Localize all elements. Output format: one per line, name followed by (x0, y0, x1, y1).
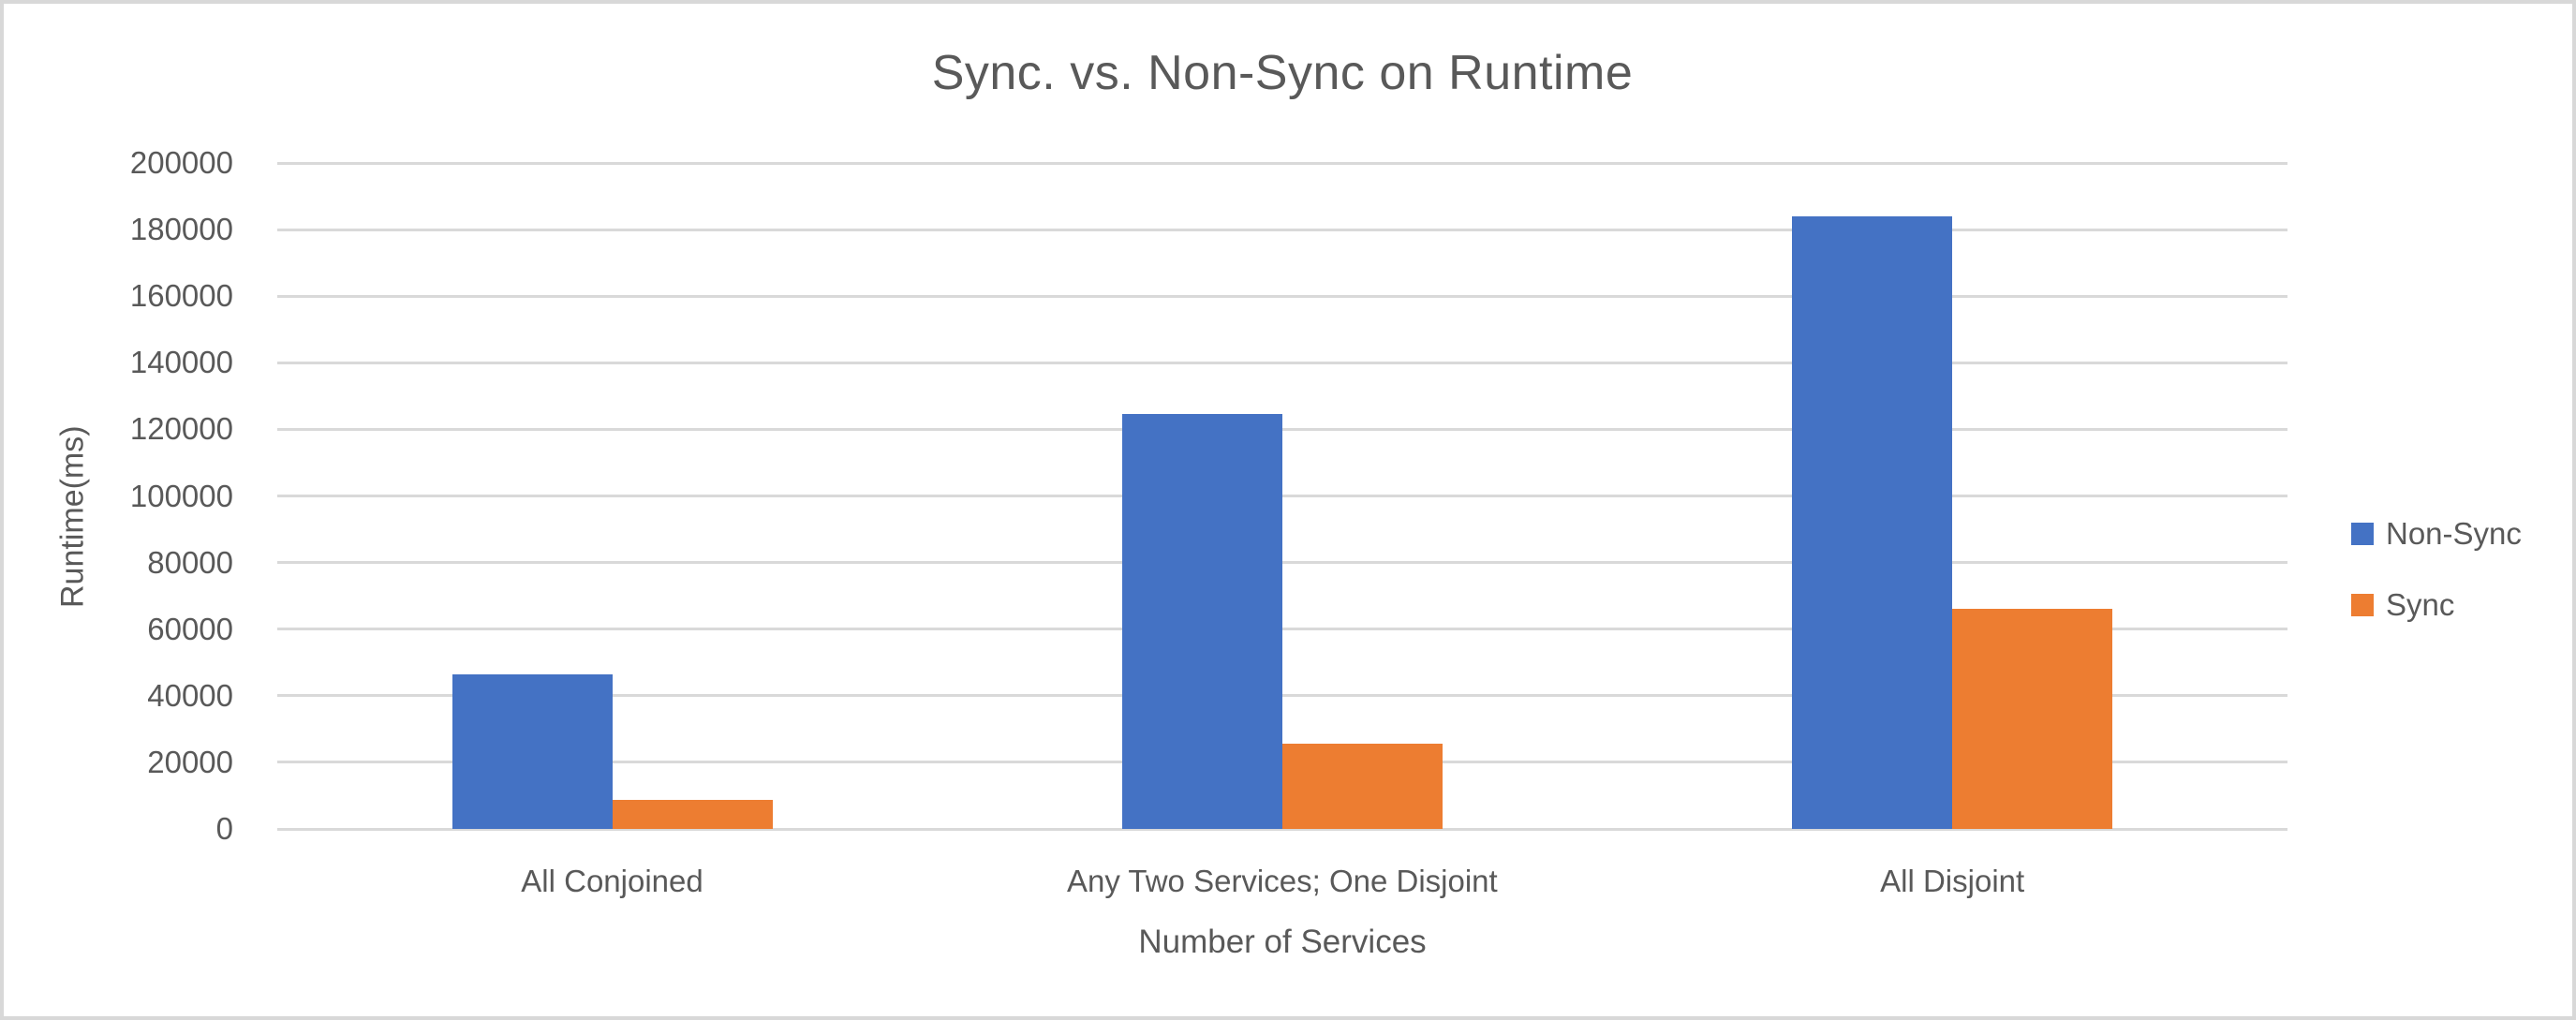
legend-label: Sync (2386, 587, 2455, 622)
y-tick-label: 160000 (129, 278, 233, 314)
y-axis-title-text: Runtime(ms) (54, 425, 91, 608)
gridline (277, 294, 2287, 298)
y-tick-label: 200000 (129, 145, 233, 180)
legend-item-non-sync: Non-Sync (2351, 511, 2522, 556)
legend-swatch-icon (2351, 594, 2374, 616)
gridline (277, 228, 2287, 231)
y-tick-label: 20000 (147, 744, 233, 779)
legend: Non-Sync Sync (2351, 511, 2522, 628)
y-tick-label: 40000 (147, 677, 233, 713)
category-label: All Disjoint (1880, 864, 2025, 898)
category-label: Any Two Services; One Disjoint (1066, 864, 1498, 898)
legend-item-sync: Sync (2351, 583, 2522, 628)
y-tick-label: 100000 (129, 478, 233, 513)
gridline (277, 561, 2287, 565)
gridline (277, 694, 2287, 698)
y-tick-label: 60000 (147, 611, 233, 646)
y-tick-label: 0 (215, 811, 233, 846)
gridline (277, 628, 2287, 631)
legend-swatch-icon (2351, 523, 2374, 545)
bar-non-sync-3 (1792, 215, 1953, 829)
gridline (277, 361, 2287, 364)
bar-non-sync-2 (1122, 413, 1282, 829)
bar-sync-3 (1952, 609, 2113, 829)
legend-label: Non-Sync (2386, 516, 2522, 551)
category-label: All Conjoined (521, 864, 703, 898)
y-tick-label: 120000 (129, 411, 233, 447)
chart-title: Sync. vs. Non-Sync on Runtime (931, 46, 1634, 100)
x-axis-line (277, 827, 2287, 831)
y-tick-label: 140000 (129, 345, 233, 380)
bar-non-sync-1 (452, 673, 613, 829)
plot-area (277, 161, 2287, 831)
gridline (277, 495, 2287, 497)
gridline (277, 427, 2287, 431)
bar-sync-1 (612, 800, 773, 829)
y-tick-label: 180000 (129, 212, 233, 247)
x-axis-title: Number of Services (1138, 924, 1427, 960)
bar-sync-2 (1282, 744, 1443, 829)
gridline (277, 161, 2287, 165)
y-tick-label: 80000 (147, 544, 233, 580)
